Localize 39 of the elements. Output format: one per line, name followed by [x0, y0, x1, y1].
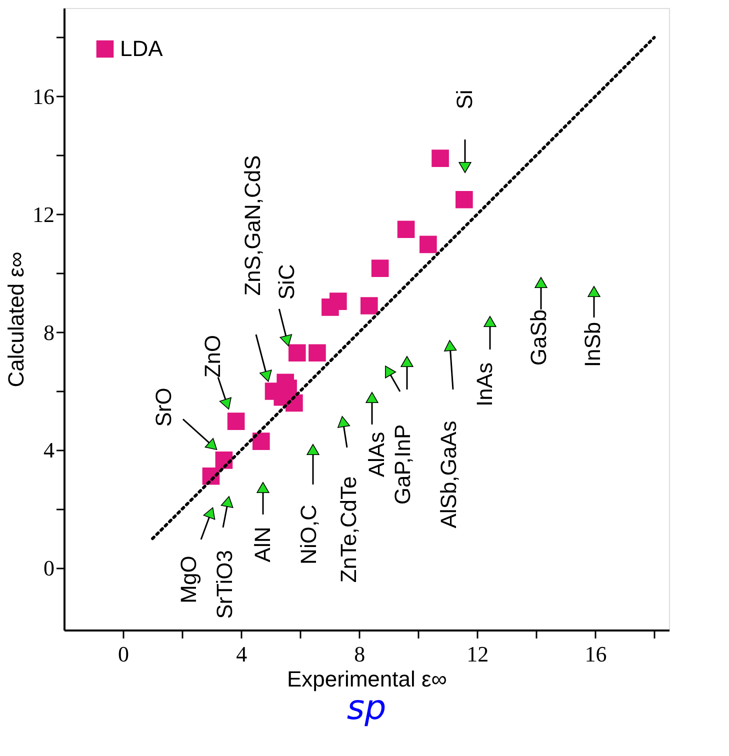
- y-axis-title: Calculated ε∞: [4, 252, 28, 388]
- annotation: AlAs: [364, 432, 389, 478]
- point: [360, 297, 378, 314]
- point: [288, 344, 306, 362]
- annotation: AlN: [250, 526, 275, 562]
- annotation: Si: [452, 90, 477, 110]
- point: [252, 432, 270, 450]
- annotation: NiO,C: [296, 504, 321, 564]
- annotation: ZnTe,CdTe: [336, 476, 361, 583]
- annotation: ZnO: [200, 334, 226, 378]
- y-tick-label: 12: [32, 202, 54, 227]
- y-tick-label: 8: [44, 320, 54, 345]
- x-tick-label: 8: [354, 642, 366, 666]
- y-tick-label: 16: [32, 84, 54, 109]
- annotation: InAs: [472, 362, 497, 407]
- point: [308, 344, 326, 362]
- annotation: SiC: [274, 264, 300, 300]
- annotation: SrTiO3: [212, 550, 237, 619]
- annotation: AlSb,GaAs: [436, 420, 461, 528]
- point: [432, 150, 449, 167]
- annotation: ZnS,GaN,CdS: [240, 155, 265, 296]
- point: [397, 220, 415, 238]
- annotation: InSb: [580, 322, 605, 368]
- x-tick-label: 16: [584, 642, 607, 666]
- point: [456, 190, 473, 208]
- x-tick-label: 12: [466, 642, 489, 666]
- point: [227, 412, 245, 430]
- point: [330, 292, 347, 310]
- annotation: GaSb: [526, 309, 551, 366]
- annotation: GaP,InP: [390, 424, 415, 505]
- y-tick-label: 4: [44, 438, 54, 463]
- annotation: MgO: [176, 556, 201, 604]
- x-tick-label: 0: [118, 642, 130, 666]
- point: [371, 260, 389, 277]
- y-tick-label: 0: [44, 556, 54, 581]
- x-tick-label: 4: [236, 642, 248, 666]
- legend-label: LDA: [120, 36, 164, 61]
- point: [420, 236, 437, 254]
- annotation: SrO: [150, 388, 176, 427]
